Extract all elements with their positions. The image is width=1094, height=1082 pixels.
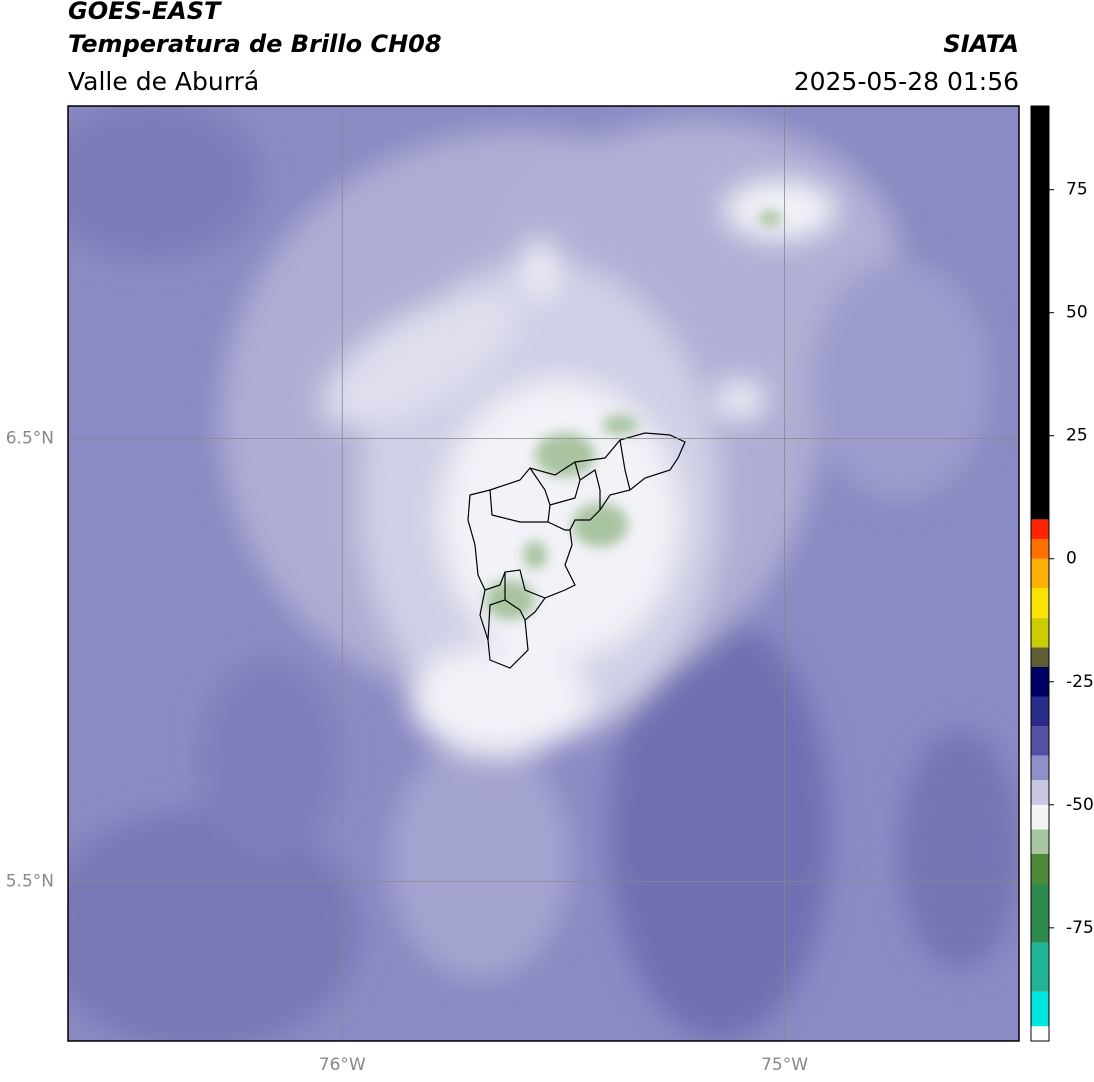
title: GOES-EAST: [68, 0, 222, 25]
colorbar-segment: [1031, 804, 1049, 830]
datetime: 2025-05-28 01:56: [794, 67, 1019, 96]
x-tick-label: 76°W: [319, 1055, 366, 1075]
colorbar-segment: [1031, 854, 1049, 884]
colorbar-segment: [1031, 617, 1049, 648]
colorbar-segment: [1031, 647, 1049, 667]
map-frame: [67, 105, 1020, 1042]
colorbar-segment: [1031, 558, 1049, 589]
colorbar-segment: [1031, 106, 1049, 520]
satellite-field: [68, 106, 1019, 1041]
colorbar-tick-label: 25: [1066, 426, 1088, 446]
colorbar-segment: [1031, 829, 1049, 854]
colorbar-tick-label: -50: [1066, 795, 1094, 815]
colorbar-segment: [1031, 942, 1049, 992]
colorbar-segment: [1031, 883, 1049, 943]
colorbar-tick-label: -25: [1066, 672, 1094, 692]
colorbar-segment: [1031, 588, 1049, 618]
colorbar-tick-label: 0: [1066, 549, 1077, 569]
colorbar-segment: [1031, 539, 1049, 559]
colorbar-segment: [1031, 991, 1049, 1027]
y-tick-label: 5.5°N: [6, 871, 54, 891]
x-tick-label: 75°W: [761, 1055, 808, 1075]
colorbar-segment: [1031, 667, 1049, 697]
y-tick-label: 6.5°N: [6, 428, 54, 448]
region: Valle de Aburrá: [68, 67, 259, 96]
colorbar-tick-label: 50: [1066, 303, 1088, 323]
colorbar-segment: [1031, 726, 1049, 756]
colorbar-segment: [1031, 780, 1049, 805]
subtitle: Temperatura de Brillo CH08: [68, 30, 442, 58]
boundaries: [467, 432, 686, 669]
colorbar-segment: [1031, 696, 1049, 727]
colorbar-segment: [1031, 519, 1049, 540]
colorbar-tick-label: 75: [1066, 180, 1088, 200]
colorbar-tick-label: -75: [1066, 918, 1094, 938]
colorbar-frame: [1030, 105, 1050, 1042]
colorbar-segment: [1031, 1026, 1049, 1041]
brand: SIATA: [943, 30, 1019, 58]
colorbar-segment: [1031, 755, 1049, 781]
